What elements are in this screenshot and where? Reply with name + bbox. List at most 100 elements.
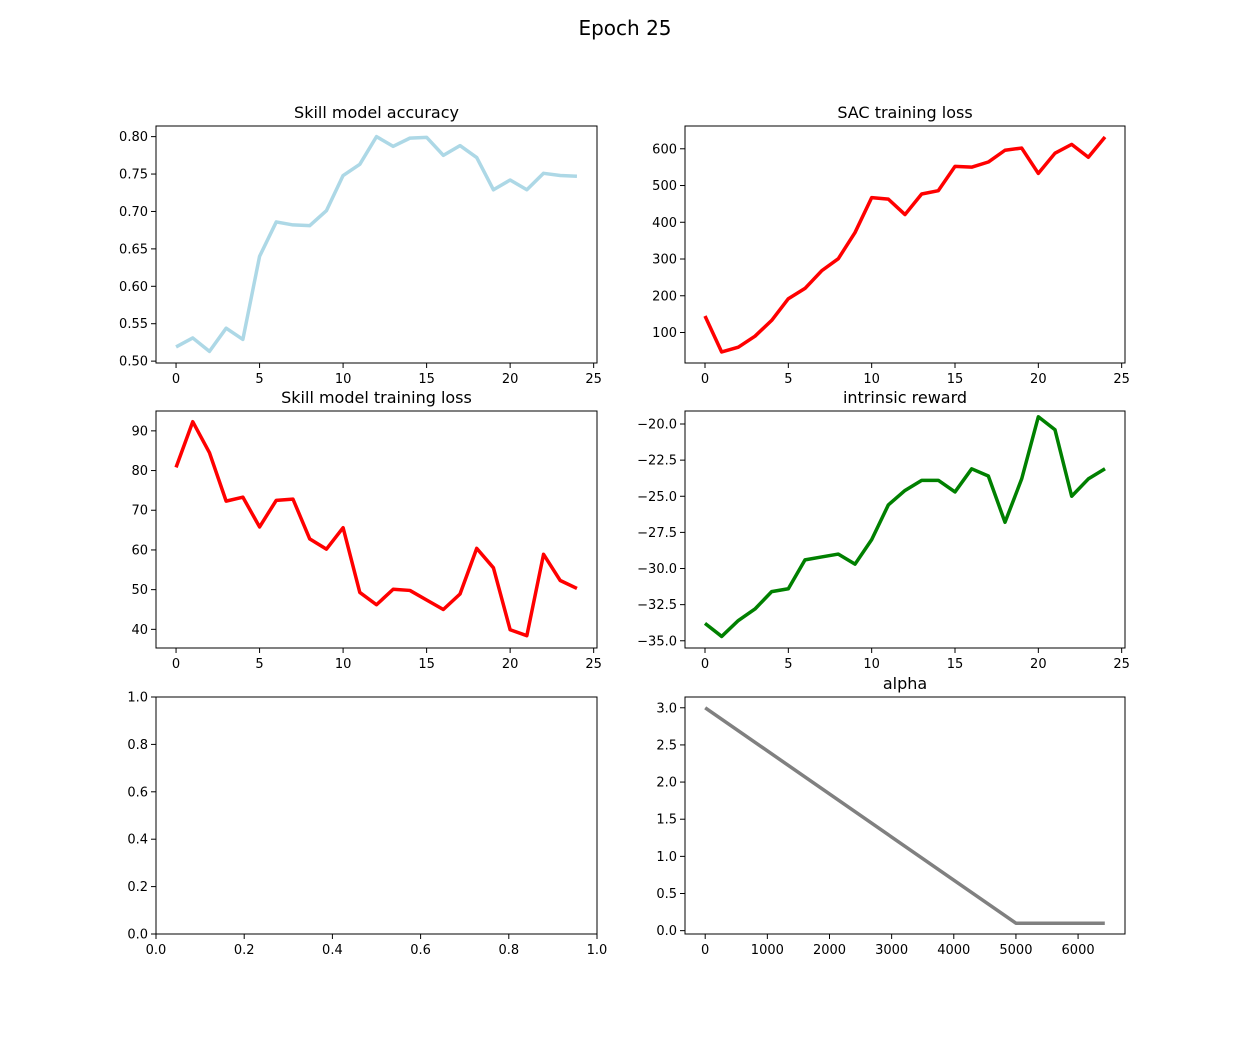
- subplot-acc: 0 5 10 15 20 25 0.50 0.55 0.60 0.65 0.70 0.75 0.80 Sk…: [119, 103, 602, 387]
- x-tick-label-skillloss-1: 5: [255, 657, 263, 672]
- y-tick-label-empty-4: 0.8: [127, 738, 148, 753]
- x-tick-label-skillloss-5: 25: [585, 657, 602, 672]
- y-tick-label-skillloss-4: 80: [131, 464, 148, 479]
- y-tick-label-alpha-3: 1.5: [656, 813, 677, 828]
- x-tick-label-acc-0: 0: [172, 372, 180, 387]
- x-tick-label-empty-5: 1.0: [587, 943, 608, 958]
- axes-frame-alpha: [684, 696, 1126, 935]
- series-line-alpha: [704, 706, 1105, 925]
- y-tick-label-reward-1: −32.5: [637, 598, 677, 613]
- x-tick-label-acc-2: 10: [335, 372, 352, 387]
- x-tick-label-reward-4: 20: [1030, 657, 1047, 672]
- y-tick-label-empty-3: 0.6: [127, 785, 148, 800]
- x-tick-label-empty-3: 0.6: [410, 943, 431, 958]
- series-line-skillloss: [174, 419, 578, 638]
- x-tick-label-sac-0: 0: [701, 372, 709, 387]
- y-tick-label-sac-5: 600: [652, 142, 677, 157]
- y-tick-label-empty-2: 0.4: [127, 833, 148, 848]
- x-tick-label-alpha-3: 3000: [875, 943, 908, 958]
- y-tick-label-skillloss-0: 40: [131, 623, 148, 638]
- y-tick-label-reward-5: −22.5: [637, 454, 677, 469]
- y-tick-label-sac-0: 100: [652, 326, 677, 341]
- y-tick-label-sac-3: 400: [652, 216, 677, 231]
- subplot-title-skillloss: Skill model training loss: [281, 388, 472, 407]
- y-tick-label-reward-3: −27.5: [637, 526, 677, 541]
- axes-frame-reward: [684, 410, 1126, 649]
- subplot-empty: 0.0 0.2 0.4 0.6 0.8 1.0 0.0 0.2 0.4 0.6 0.8 1.0: [127, 691, 607, 959]
- y-tick-label-empty-0: 0.0: [127, 928, 148, 943]
- y-tick-label-alpha-1: 0.5: [656, 887, 677, 902]
- y-tick-label-acc-4: 0.70: [119, 205, 148, 220]
- y-tick-label-skillloss-2: 60: [131, 543, 148, 558]
- subplot-title-sac: SAC training loss: [837, 103, 972, 122]
- axes-frame-acc: [155, 125, 598, 364]
- x-tick-label-reward-0: 0: [701, 657, 709, 672]
- x-tick-label-sac-3: 15: [947, 372, 964, 387]
- y-tick-label-alpha-0: 0.0: [656, 924, 677, 939]
- x-tick-label-acc-4: 20: [502, 372, 519, 387]
- x-tick-label-skillloss-4: 20: [502, 657, 519, 672]
- x-tick-label-alpha-0: 0: [701, 943, 709, 958]
- subplot-title-alpha: alpha: [883, 674, 927, 693]
- y-tick-label-empty-5: 1.0: [127, 691, 148, 706]
- y-tick-label-skillloss-5: 90: [131, 424, 148, 439]
- x-tick-label-sac-1: 5: [784, 372, 792, 387]
- y-tick-label-alpha-5: 2.5: [656, 738, 677, 753]
- x-tick-label-skillloss-3: 15: [418, 657, 435, 672]
- x-tick-label-acc-1: 5: [255, 372, 263, 387]
- y-tick-label-acc-3: 0.65: [119, 242, 148, 257]
- subplot-alpha: 0 1000 2000 3000 4000 5000 6000 0.0 0.5 1.0 1.5 2.0…: [656, 674, 1126, 958]
- x-tick-label-reward-3: 15: [947, 657, 964, 672]
- x-tick-label-reward-1: 5: [784, 657, 792, 672]
- x-tick-label-reward-2: 10: [863, 657, 880, 672]
- y-tick-label-alpha-4: 2.0: [656, 776, 677, 791]
- y-tick-label-sac-2: 300: [652, 253, 677, 268]
- y-tick-label-reward-6: −20.0: [637, 418, 677, 433]
- axes-frame-empty: [155, 696, 598, 935]
- y-tick-label-sac-1: 200: [652, 289, 677, 304]
- x-tick-label-acc-5: 25: [585, 372, 602, 387]
- axes-frame-skillloss: [155, 410, 598, 649]
- y-tick-label-reward-0: −35.0: [637, 634, 677, 649]
- series-line-acc: [175, 134, 578, 354]
- x-tick-label-acc-3: 15: [418, 372, 435, 387]
- x-tick-label-reward-5: 25: [1113, 657, 1130, 672]
- series-line-reward: [703, 415, 1106, 639]
- y-tick-label-alpha-6: 3.0: [656, 701, 677, 716]
- x-tick-label-skillloss-2: 10: [335, 657, 352, 672]
- y-tick-label-skillloss-3: 70: [131, 504, 148, 519]
- series-line-sac: [703, 135, 1107, 354]
- y-tick-label-alpha-2: 1.0: [656, 850, 677, 865]
- subplot-sac: 0 5 10 15 20 25 100 200 300 400 500 600 SAC training…: [652, 103, 1130, 387]
- x-tick-label-sac-5: 25: [1113, 372, 1130, 387]
- y-tick-label-acc-5: 0.75: [119, 168, 148, 183]
- x-tick-label-empty-2: 0.4: [322, 943, 343, 958]
- x-tick-label-empty-4: 0.8: [498, 943, 519, 958]
- axes-frame-sac: [684, 125, 1126, 364]
- x-tick-label-skillloss-0: 0: [172, 657, 180, 672]
- x-tick-label-alpha-4: 4000: [937, 943, 970, 958]
- y-tick-label-acc-2: 0.60: [119, 280, 148, 295]
- y-tick-label-reward-4: −25.0: [637, 490, 677, 505]
- y-tick-label-acc-6: 0.80: [119, 130, 148, 145]
- subplot-reward: 0 5 10 15 20 25 −35.0 −32.5 −30.0 −27.5 −25.0 −22.5…: [637, 388, 1130, 672]
- x-tick-label-sac-2: 10: [863, 372, 880, 387]
- x-tick-label-empty-1: 0.2: [234, 943, 255, 958]
- figure-title: Epoch 25: [578, 16, 672, 40]
- y-tick-label-acc-0: 0.50: [119, 355, 148, 370]
- y-tick-label-reward-2: −30.0: [637, 562, 677, 577]
- y-tick-label-sac-4: 500: [652, 179, 677, 194]
- x-tick-label-sac-4: 20: [1030, 372, 1047, 387]
- subplot-title-acc: Skill model accuracy: [294, 103, 459, 122]
- y-tick-label-acc-1: 0.55: [119, 317, 148, 332]
- x-tick-label-alpha-1: 1000: [751, 943, 784, 958]
- y-tick-label-skillloss-1: 50: [131, 583, 148, 598]
- x-tick-label-alpha-2: 2000: [813, 943, 846, 958]
- subplot-title-reward: intrinsic reward: [843, 388, 967, 407]
- x-tick-label-alpha-6: 6000: [1062, 943, 1095, 958]
- x-tick-label-alpha-5: 5000: [999, 943, 1032, 958]
- subplot-skillloss: 0 5 10 15 20 25 40 50 60 70 80 90 Skill model traini…: [131, 388, 601, 672]
- y-tick-label-empty-1: 0.2: [127, 880, 148, 895]
- x-tick-label-empty-0: 0.0: [146, 943, 167, 958]
